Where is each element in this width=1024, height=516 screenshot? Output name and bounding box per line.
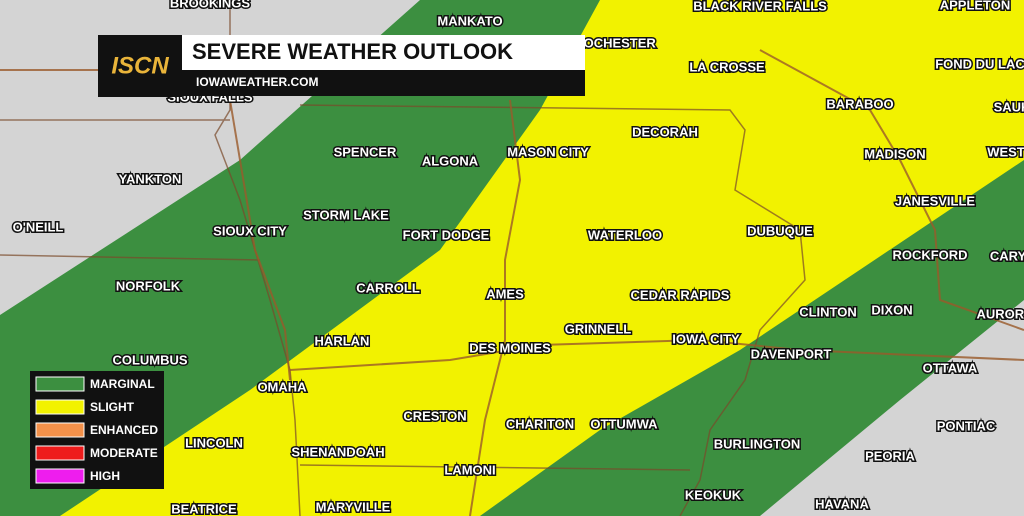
legend-label: SLIGHT [90, 400, 135, 414]
city-label: CHARITON [506, 416, 574, 431]
city-label: OTTAWA [923, 360, 978, 375]
city-label: BROOKINGS [170, 0, 251, 10]
title: SEVERE WEATHER OUTLOOK [192, 39, 513, 64]
city-label: YANKTON [119, 171, 182, 186]
city-label: BLACK RIVER FALLS [693, 0, 827, 13]
roads [0, 49, 1024, 516]
city-label: DAVENPORT [751, 346, 832, 361]
legend-label: MODERATE [90, 446, 158, 460]
legend-items: MARGINAL SLIGHT ENHANCED MODERATE HIGH [35, 376, 158, 484]
city-label: CLINTON [799, 304, 857, 319]
slight-area [60, 0, 1024, 516]
city-label: IOWA CITY [672, 331, 740, 346]
legend-swatch [35, 445, 85, 461]
city-label: WATERLOO [588, 227, 662, 242]
city-label: BURLINGTON [714, 436, 800, 451]
city-label: WEST [987, 144, 1024, 159]
city-label: MADISON [864, 146, 925, 161]
city-label: CRESTON [403, 408, 466, 423]
city-label: CEDAR RAPIDS [631, 287, 730, 302]
legend-swatch [35, 399, 85, 415]
city-label: HAVANA [815, 496, 869, 511]
city-label: MANKATO [437, 13, 502, 28]
logo-box [98, 35, 182, 97]
city-label: DUBUQUE [747, 223, 813, 238]
city-label: FOND DU LAC [935, 56, 1024, 71]
legend-label: MARGINAL [90, 377, 155, 391]
city-label: DIXON [871, 302, 912, 317]
city-label: SPENCER [334, 144, 397, 159]
city-label: NORFOLK [116, 278, 181, 293]
city-label: FORT DODGE [403, 227, 490, 242]
subtitle-bar [182, 70, 585, 96]
city-label: APPLETON [940, 0, 1011, 12]
city-label: AMES [486, 286, 524, 301]
legend-label: ENHANCED [90, 423, 158, 437]
city-labels: BROOKINGS MANKATO ROCHESTER BLACK RIVER FAL… [11, 0, 1024, 516]
legend-label: HIGH [90, 469, 120, 483]
city-label: HARLAN [315, 333, 370, 348]
city-label: KEOKUK [685, 487, 742, 502]
city-label: BEATRICE [171, 501, 237, 516]
city-label: MARYVILLE [316, 499, 391, 514]
city-label: SHENANDOAH [291, 444, 384, 459]
city-label: ROCHESTER [574, 35, 656, 50]
city-label: LA CROSSE [689, 59, 765, 74]
city-label: LAMONI [444, 462, 495, 477]
subtitle: IOWAWEATHER.COM [196, 75, 318, 89]
legend-swatch [35, 376, 85, 392]
legend-swatch [35, 422, 85, 438]
city-label: CARROLL [356, 280, 420, 295]
city-label: BARABOO [826, 96, 893, 111]
city-label: PONTIAC [937, 418, 996, 433]
city-label: LINCOLN [185, 435, 243, 450]
city-label: OMAHA [257, 379, 307, 394]
city-label: ALGONA [422, 153, 479, 168]
city-label: DECORAH [632, 124, 698, 139]
city-label: COLUMBUS [112, 352, 187, 367]
legend-swatch [35, 468, 85, 484]
city-label: GRINNELL [565, 321, 632, 336]
logo: ISCN [111, 52, 169, 79]
city-label: MASON CITY [507, 144, 589, 159]
city-label: STORM LAKE [303, 207, 389, 222]
city-label: OTTUMWA [590, 416, 658, 431]
city-label: AURORA [976, 306, 1024, 321]
city-label: PEORIA [865, 448, 915, 463]
city-label: O'NEILL [13, 219, 64, 234]
city-label: ROCKFORD [892, 247, 967, 262]
title-bar [182, 35, 585, 70]
city-label: DES MOINES [469, 340, 551, 355]
city-label: JANESVILLE [895, 193, 976, 208]
city-label: CARY [990, 248, 1024, 263]
city-label: SAUK [994, 99, 1024, 114]
city-label: SIOUX CITY [213, 223, 287, 238]
